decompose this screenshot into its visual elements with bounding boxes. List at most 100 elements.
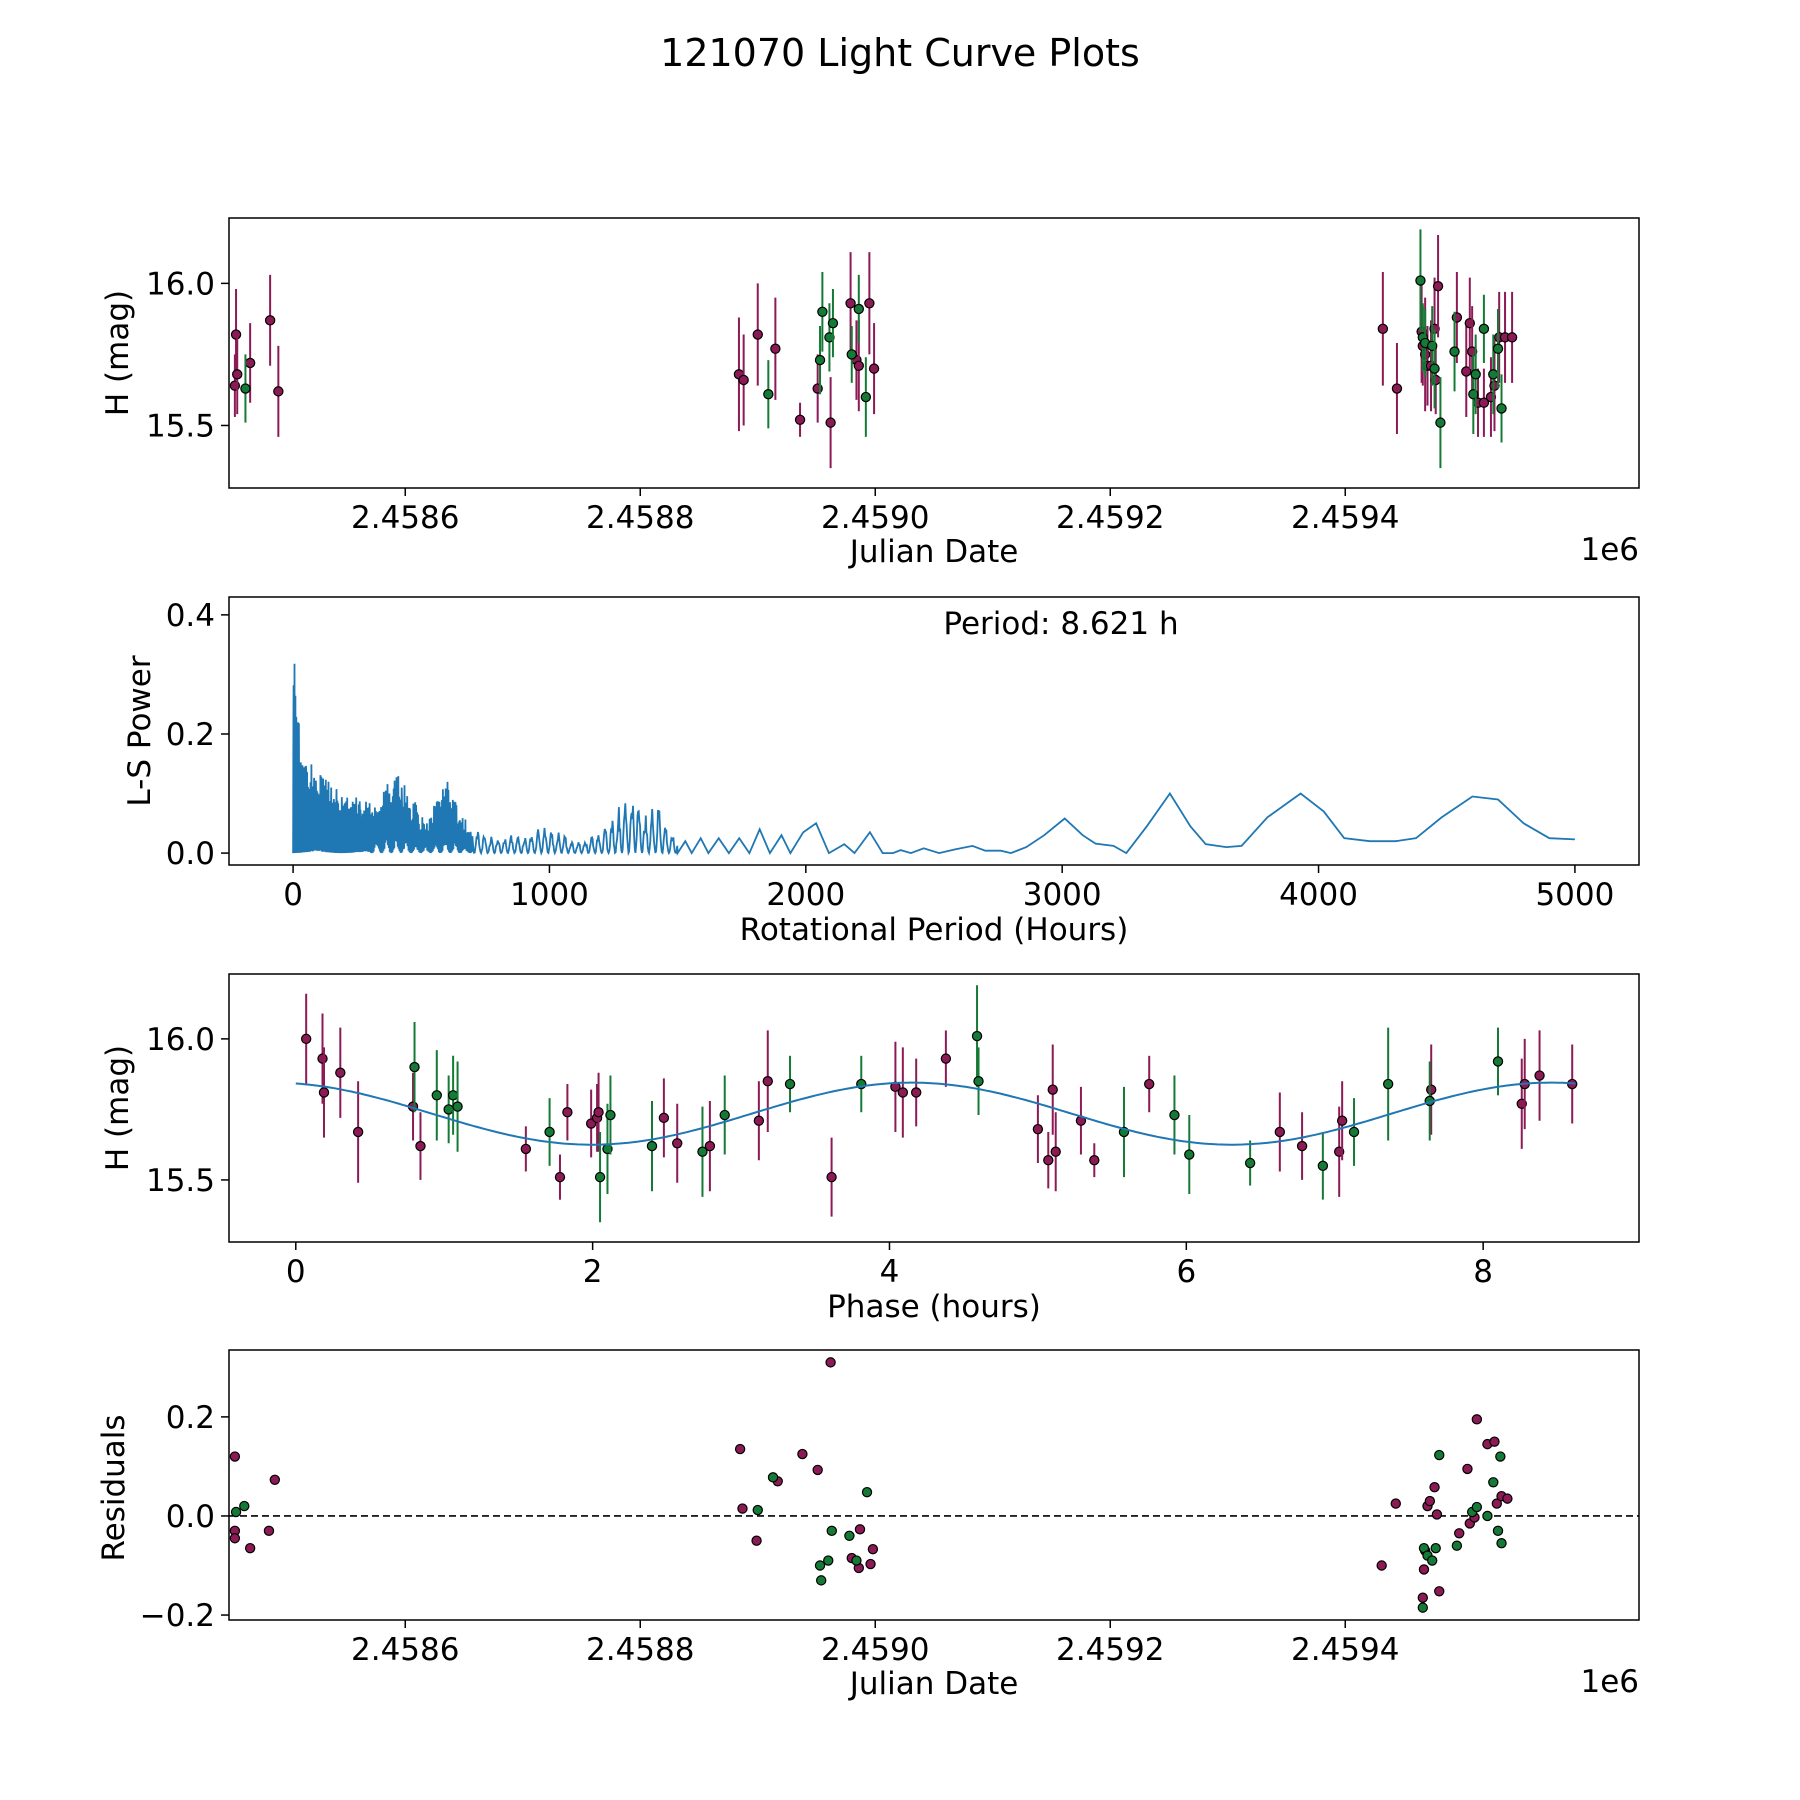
data-point-magenta	[826, 1171, 837, 1183]
data-point-magenta	[865, 1558, 876, 1570]
data-point-green	[1434, 1449, 1445, 1461]
data-point-green	[1451, 1540, 1463, 1551]
x-tick-label: 2.4588	[586, 500, 694, 536]
residuals-points	[229, 1357, 1513, 1613]
data-point-green	[827, 317, 839, 329]
x-tick-label: 6	[1176, 1254, 1196, 1290]
data-point-magenta	[1274, 1126, 1286, 1138]
data-point-magenta	[1424, 1495, 1436, 1507]
data-point-magenta	[1432, 281, 1444, 292]
x-tick-label: 1000	[510, 877, 589, 913]
periodogram-axes: 0 1000 2000 3000 4000 5000 0.0 0.2 0.4	[166, 598, 1615, 913]
phased-marks	[295, 985, 1578, 1223]
data-point-magenta	[1489, 1436, 1500, 1447]
residuals-xlabel: Julian Date	[848, 1666, 1019, 1702]
lightcurve-points	[229, 229, 1518, 469]
phased-xlabel: Phase (hours)	[827, 1289, 1041, 1325]
y-tick-label: 16.0	[146, 1022, 215, 1058]
data-point-magenta	[1391, 383, 1403, 394]
data-point-magenta	[1336, 1115, 1348, 1126]
data-point-magenta	[415, 1140, 426, 1152]
data-point-magenta	[1489, 380, 1500, 391]
data-point-green	[452, 1101, 463, 1112]
phased-frame	[228, 973, 1640, 1243]
data-point-magenta	[794, 414, 806, 425]
data-point-magenta	[1417, 1592, 1429, 1603]
y-tick-label: 15.5	[146, 1163, 215, 1199]
data-point-magenta	[1471, 1414, 1483, 1425]
data-point-green	[767, 1472, 779, 1483]
data-point-green	[431, 1090, 442, 1101]
data-point-magenta	[264, 315, 276, 326]
data-point-green	[1471, 1501, 1483, 1513]
periodogram-frame	[228, 596, 1640, 866]
model-fit-curve	[295, 1081, 1576, 1146]
data-point-magenta	[244, 357, 256, 369]
data-point-magenta	[1050, 1146, 1061, 1157]
data-point-magenta	[853, 360, 865, 371]
data-point-magenta	[1506, 332, 1518, 343]
data-point-green	[1495, 1451, 1506, 1462]
periodogram-marks	[292, 663, 1575, 857]
ls-power-line	[292, 663, 1575, 857]
data-point-magenta	[762, 1075, 773, 1087]
data-point-magenta	[1426, 1084, 1437, 1095]
x-tick-label: 4	[880, 1254, 900, 1290]
y-tick-label: 15.5	[146, 408, 215, 444]
data-point-green	[230, 1506, 242, 1518]
data-point-magenta	[797, 1448, 808, 1460]
data-point-green	[1492, 343, 1504, 354]
data-point-green	[1417, 1602, 1429, 1613]
x-tick-label: 2000	[766, 877, 845, 913]
lightcurve-frame	[228, 217, 1640, 489]
data-point-green	[1348, 1126, 1360, 1138]
data-point-magenta	[1534, 1070, 1545, 1081]
residuals-offset-label: 1e6	[1580, 1664, 1639, 1700]
residuals-panel: 2.4586 2.4588 2.4590 2.4592 2.4594 −0.2 0.0 0.2…	[96, 1349, 1640, 1702]
data-point-magenta	[752, 329, 763, 340]
data-point-magenta	[864, 298, 875, 309]
lightcurve-xlabel: Julian Date	[848, 534, 1019, 570]
data-point-magenta	[273, 386, 284, 397]
data-point-magenta	[1377, 323, 1389, 335]
data-point-green	[823, 1555, 834, 1566]
data-point-magenta	[269, 1474, 281, 1485]
x-tick-label: 4000	[1279, 877, 1358, 913]
data-point-magenta	[734, 1443, 746, 1455]
data-point-magenta	[812, 1464, 823, 1476]
data-point-magenta	[1462, 1463, 1473, 1475]
data-point-magenta	[910, 1087, 922, 1098]
phased-points	[300, 985, 1578, 1223]
lightcurve-offset-label: 1e6	[1580, 532, 1639, 568]
data-point-magenta	[1478, 397, 1490, 408]
y-tick-label: 16.0	[146, 266, 215, 302]
data-point-magenta	[704, 1140, 716, 1152]
phased-axes: 0 2 4 6 8 15.5 16.0	[146, 1022, 1493, 1290]
data-point-magenta	[1491, 1498, 1503, 1509]
x-tick-label: 2.4594	[1291, 500, 1399, 536]
data-point-green	[860, 391, 872, 403]
x-tick-label: 2.4590	[821, 500, 929, 536]
data-point-magenta	[335, 1067, 346, 1078]
data-point-magenta	[593, 1107, 604, 1118]
data-point-magenta	[562, 1107, 573, 1118]
data-point-green	[853, 303, 865, 315]
data-point-magenta	[1454, 1528, 1465, 1539]
data-point-magenta	[1047, 1084, 1058, 1095]
periodogram-panel: 0 1000 2000 3000 4000 5000 0.0 0.2 0.4 Rotationa…	[122, 596, 1640, 948]
periodogram-xlabel: Rotational Period (Hours)	[740, 912, 1129, 948]
data-point-magenta	[753, 1115, 765, 1126]
lightcurve-marks	[229, 229, 1518, 469]
lightcurve-panel: 2.4586 2.4588 2.4590 2.4592 2.4594 15.5 16.0 J…	[100, 217, 1640, 570]
data-point-magenta	[1390, 1498, 1401, 1509]
data-point-magenta	[770, 343, 781, 354]
periodogram-ylabel: L-S Power	[122, 655, 158, 806]
data-point-magenta	[520, 1143, 532, 1155]
residuals-frame	[228, 1349, 1640, 1621]
y-tick-label: −0.2	[140, 1598, 215, 1634]
data-point-green	[409, 1061, 420, 1073]
data-point-magenta	[318, 1087, 330, 1098]
data-point-green	[1478, 323, 1490, 335]
data-point-magenta	[1043, 1154, 1054, 1166]
